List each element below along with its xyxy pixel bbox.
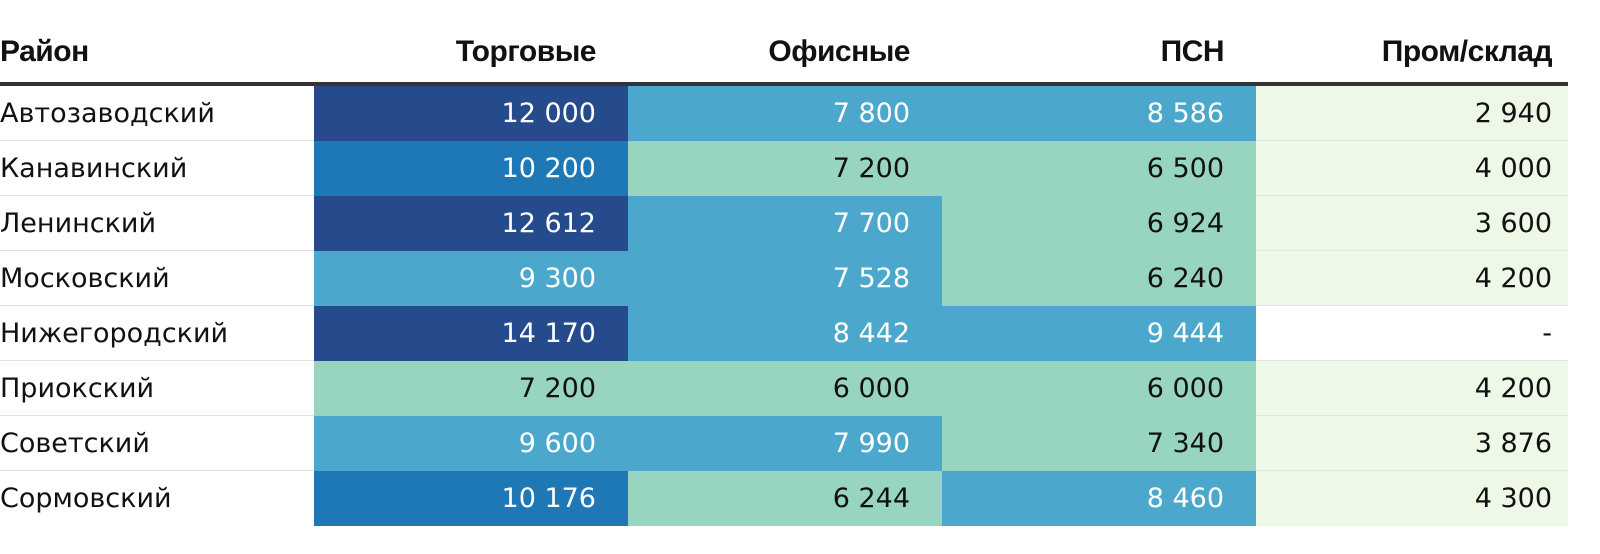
district-name-cell: Приокский: [0, 361, 314, 416]
value-cell-office: 7 200: [628, 141, 942, 196]
table-row: Автозаводский 12 000 7 800 8 586 2 940: [0, 86, 1568, 141]
value-cell-psn: 6 500: [942, 141, 1256, 196]
value-cell-industrial-warehouse: -: [1256, 306, 1568, 361]
value-cell-retail: 14 170: [314, 306, 628, 361]
district-name-cell: Нижегородский: [0, 306, 314, 361]
district-name-cell: Сормовский: [0, 483, 172, 514]
column-header-industrial-warehouse: Пром/склад: [1381, 35, 1553, 68]
value-cell-industrial-warehouse: 4 200: [1256, 251, 1568, 306]
table-row: Канавинский 10 200 7 200 6 500 4 000: [0, 141, 1568, 196]
table-row: Нижегородский 14 170 8 442 9 444-: [0, 306, 1568, 361]
value-cell-industrial-warehouse: 3 600: [1256, 196, 1568, 251]
value-cell-psn: 6 240: [942, 251, 1256, 306]
value-cell-psn: 8 460: [942, 471, 1256, 526]
district-name-cell: Советский: [0, 416, 314, 471]
value-cell-retail: 9 600: [314, 416, 628, 471]
column-header-office: Офисные: [768, 35, 910, 68]
table-row: Сормовский 10 176 6 244 8 460 4 300: [0, 471, 1568, 526]
table-body: Автозаводский 12 000 7 800 8 586 2 940 Канави…: [0, 86, 1568, 526]
table-row: Московский 9 300 7 528 6 240 4 200: [0, 251, 1568, 306]
value-cell-office: 7 800: [628, 86, 942, 141]
district-name-cell: Ленинский: [0, 196, 314, 251]
heatmap-table: Район Торговые Офисные ПСН Пром/склад Ав…: [0, 22, 1568, 526]
table-header: Район Торговые Офисные ПСН Пром/склад: [0, 22, 1568, 86]
column-header-district: Район: [0, 35, 89, 68]
value-cell-industrial-warehouse: 4 300: [1256, 471, 1568, 526]
value-cell-industrial-warehouse: 3 876: [1256, 416, 1568, 471]
value-cell-psn: 6 924: [942, 196, 1256, 251]
district-name-cell: Канавинский: [0, 141, 314, 196]
table-row: Ленинский 12 612 7 700 6 924 3 600: [0, 196, 1568, 251]
value-cell-office: 6 244: [628, 471, 942, 526]
value-cell-industrial-warehouse: 4 200: [1256, 361, 1568, 416]
district-name-cell: Автозаводский: [0, 86, 314, 141]
value-cell-retail: 12 000: [314, 86, 628, 141]
value-cell-psn: 6 000: [942, 361, 1256, 416]
value-cell-retail: 10 176: [314, 471, 628, 526]
value-cell-office: 7 990: [628, 416, 942, 471]
column-header-retail: Торговые: [455, 35, 597, 68]
district-name-cell: Московский: [0, 251, 314, 306]
value-cell-industrial-warehouse: 2 940: [1256, 86, 1568, 141]
value-cell-office: 7 528: [628, 251, 942, 306]
value-cell-psn: 8 586: [942, 86, 1256, 141]
value-cell-office: 6 000: [628, 361, 942, 416]
value-cell-retail: 7 200: [314, 361, 628, 416]
value-cell-office: 8 442: [628, 306, 942, 361]
column-header-psn: ПСН: [1160, 35, 1225, 68]
value-cell-retail: 10 200: [314, 141, 628, 196]
value-cell-retail: 9 300: [314, 251, 628, 306]
value-cell-office: 7 700: [628, 196, 942, 251]
table-row: Советский 9 600 7 990 7 340 3 876: [0, 416, 1568, 471]
value-cell-industrial-warehouse: 4 000: [1256, 141, 1568, 196]
table-row: Приокский 7 200 6 000 6 000 4 200: [0, 361, 1568, 416]
value-cell-psn: 7 340: [942, 416, 1256, 471]
value-cell-retail: 12 612: [314, 196, 628, 251]
value-cell-psn: 9 444: [942, 306, 1256, 361]
